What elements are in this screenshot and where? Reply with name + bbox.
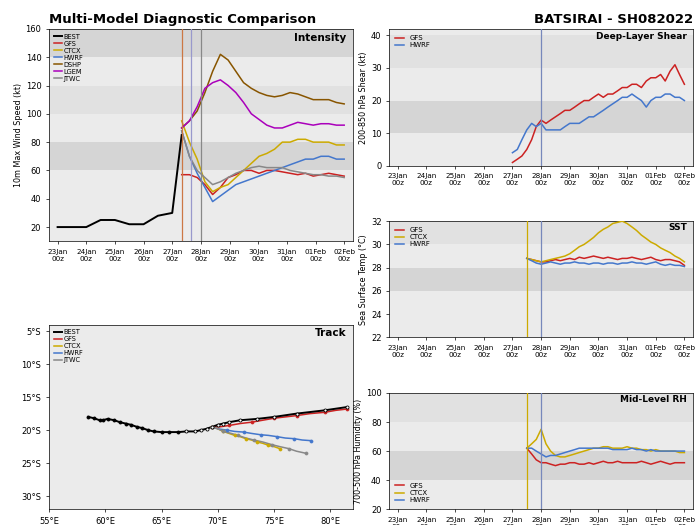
Legend: GFS, CTCX, HWRF: GFS, CTCX, HWRF	[393, 225, 433, 250]
Text: CIRA: CIRA	[17, 503, 39, 512]
Text: Deep-Layer Shear: Deep-Layer Shear	[596, 32, 687, 40]
Bar	[49, 86, 353, 114]
Y-axis label: Sea Surface Temp (°C): Sea Surface Temp (°C)	[359, 234, 368, 324]
Bar	[389, 268, 693, 291]
Text: Multi-Model Diagnostic Comparison: Multi-Model Diagnostic Comparison	[49, 13, 316, 26]
Bar	[389, 393, 693, 422]
Y-axis label: 10m Max Wind Speed (kt): 10m Max Wind Speed (kt)	[14, 83, 22, 187]
Bar	[49, 142, 353, 171]
Bar	[389, 101, 693, 133]
Text: Track: Track	[315, 328, 346, 338]
Bar	[389, 451, 693, 480]
Legend: BEST, GFS, CTCX, HWRF, DSHP, LGEM, JTWC: BEST, GFS, CTCX, HWRF, DSHP, LGEM, JTWC	[52, 32, 85, 83]
Y-axis label: 700-500 hPa Humidity (%): 700-500 hPa Humidity (%)	[354, 398, 363, 503]
Text: Mid-Level RH: Mid-Level RH	[620, 395, 687, 404]
Text: Intensity: Intensity	[295, 33, 346, 43]
Text: SST: SST	[668, 224, 687, 233]
Y-axis label: 200-850 hPa Shear (kt): 200-850 hPa Shear (kt)	[359, 51, 368, 143]
Bar	[389, 35, 693, 68]
Legend: GFS, HWRF: GFS, HWRF	[393, 33, 433, 51]
Bar	[389, 221, 693, 245]
Text: BATSIRAI - SH082022: BATSIRAI - SH082022	[534, 13, 693, 26]
Legend: BEST, GFS, CTCX, HWRF, JTWC: BEST, GFS, CTCX, HWRF, JTWC	[52, 328, 85, 364]
Bar	[49, 29, 353, 57]
Legend: GFS, CTCX, HWRF: GFS, CTCX, HWRF	[393, 480, 433, 506]
